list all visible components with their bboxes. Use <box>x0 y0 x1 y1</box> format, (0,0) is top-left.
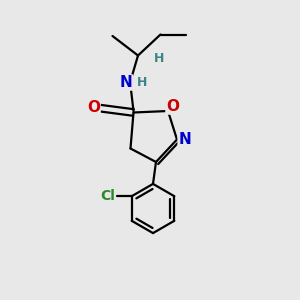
Text: N: N <box>178 132 191 147</box>
Text: N: N <box>120 75 132 90</box>
Text: H: H <box>154 52 164 65</box>
Text: H: H <box>137 76 148 89</box>
Text: Cl: Cl <box>100 189 115 203</box>
Text: O: O <box>87 100 100 116</box>
Text: O: O <box>166 99 179 114</box>
